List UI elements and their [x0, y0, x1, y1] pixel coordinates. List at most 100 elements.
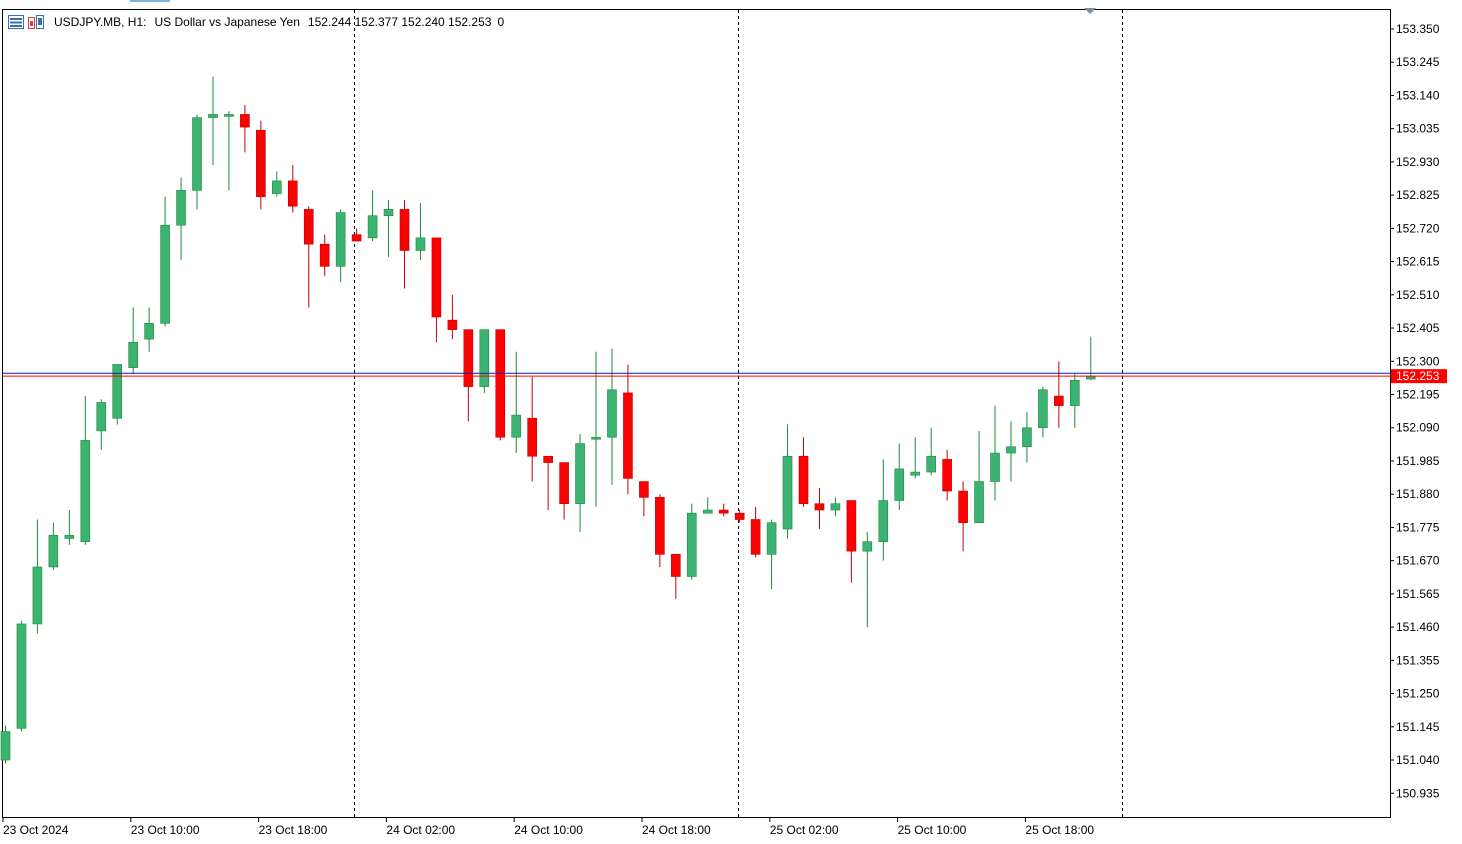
candle-body [511, 414, 522, 438]
candle-52 [830, 497, 841, 517]
candle-38 [607, 348, 617, 485]
candle-17 [272, 171, 282, 197]
candle-body [272, 180, 282, 194]
candle-body [814, 503, 825, 511]
candle-31 [495, 329, 506, 441]
candle-body [431, 237, 442, 318]
candle-58 [926, 427, 936, 476]
candle-5 [80, 396, 91, 545]
candle-body [655, 497, 665, 555]
candle-body [894, 468, 905, 501]
chart-objects-icon[interactable] [28, 15, 44, 29]
symbol-label: USDJPY.MB, H1: [54, 15, 147, 29]
y-tick-label: 151.775 [1396, 520, 1440, 534]
candle-55 [878, 459, 889, 561]
candle-body [910, 471, 921, 476]
candle-body [734, 512, 745, 520]
candle-66 [1054, 361, 1064, 428]
candle-30 [479, 329, 490, 393]
candle-body [990, 452, 1000, 482]
candle-50 [798, 437, 809, 507]
y-tick-label: 152.300 [1396, 354, 1440, 368]
candle-22 [351, 228, 362, 242]
y-tick-label: 152.510 [1396, 288, 1440, 302]
candle-7 [112, 364, 123, 425]
chart-list-icon[interactable] [8, 15, 24, 29]
candle-body [639, 481, 649, 498]
candle-8 [128, 307, 138, 374]
candle-56 [894, 443, 905, 511]
candle-20 [319, 234, 330, 276]
candle-body [96, 402, 107, 432]
candle-body [303, 209, 314, 245]
x-tick-label: 25 Oct 18:00 [1025, 823, 1094, 837]
candle-65 [1038, 386, 1048, 438]
candle-4 [64, 510, 75, 545]
candle-60 [958, 481, 968, 552]
candle-57 [910, 437, 921, 479]
candle-body [830, 503, 841, 511]
candle-41 [655, 494, 665, 567]
candle-body [958, 490, 968, 523]
candle-62 [990, 405, 1000, 501]
candle-34 [543, 455, 553, 511]
candle-body [846, 500, 857, 552]
candle-body [671, 554, 681, 577]
y-tick-label: 152.405 [1396, 321, 1440, 335]
candle-body [1022, 427, 1032, 448]
candle-body [766, 522, 777, 555]
candle-23 [367, 190, 378, 242]
ohlc-values: 152.244 152.377 152.240 152.253 [307, 15, 492, 29]
candle-15 [240, 104, 250, 153]
candle-10 [160, 196, 170, 327]
x-tick-label: 25 Oct 10:00 [898, 823, 967, 837]
candle-21 [335, 209, 346, 283]
candle-3 [48, 522, 59, 571]
candle-body [543, 455, 553, 463]
candle-18 [287, 165, 298, 213]
candle-51 [814, 487, 825, 530]
candle-body [16, 623, 27, 729]
candle-body [942, 459, 952, 492]
candle-36 [575, 434, 585, 533]
candle-body [112, 364, 123, 419]
y-tick-label: 151.040 [1396, 753, 1440, 767]
candle-body [463, 329, 474, 387]
candle-body [750, 519, 761, 555]
y-tick-label: 152.930 [1396, 155, 1440, 169]
candle-body [383, 209, 394, 217]
candle-64 [1022, 411, 1032, 463]
y-tick-label: 152.090 [1396, 421, 1440, 435]
candle-body [160, 224, 170, 324]
y-tick-label: 153.350 [1396, 22, 1440, 36]
candle-1 [16, 620, 27, 732]
candle-body [48, 535, 59, 568]
candle-body [1038, 389, 1048, 429]
candle-13 [208, 76, 218, 166]
candle-body [878, 500, 889, 542]
y-tick-label: 151.355 [1396, 653, 1440, 667]
x-tick-label: 23 Oct 18:00 [259, 823, 328, 837]
y-tick-label: 151.670 [1396, 554, 1440, 568]
candle-53 [846, 500, 857, 583]
y-tick-label: 152.615 [1396, 255, 1440, 269]
candle-body [926, 455, 936, 473]
candle-24 [383, 199, 394, 257]
candle-61 [974, 430, 984, 523]
candle-42 [671, 554, 681, 599]
candle-body [447, 319, 458, 330]
candle-body [335, 212, 346, 267]
y-tick-label: 151.250 [1396, 687, 1440, 701]
current-price-label: 152.253 [1396, 369, 1440, 383]
candle-body [256, 129, 266, 198]
candle-49 [782, 424, 793, 539]
candle-25 [399, 199, 410, 289]
candle-body [686, 512, 697, 577]
candle-63 [1006, 421, 1016, 482]
x-tick-label: 23 Oct 2024 [3, 823, 69, 837]
chart-header: USDJPY.MB, H1: US Dollar vs Japanese Yen… [8, 13, 504, 31]
candle-body [80, 440, 91, 542]
chart-shift-marker[interactable] [1084, 8, 1096, 14]
candle-33 [527, 377, 537, 482]
